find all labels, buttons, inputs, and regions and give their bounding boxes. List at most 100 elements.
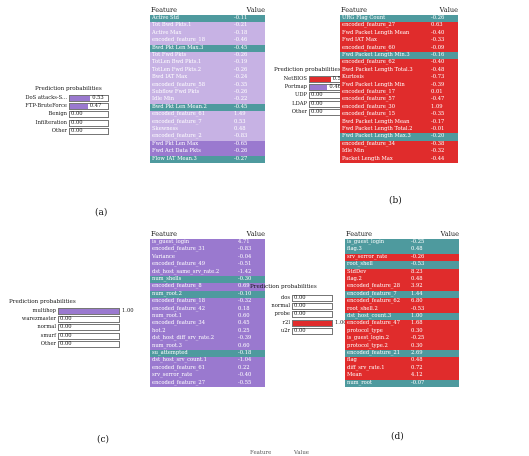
- table-row: Fwd Packet Length Max.3 -0.20: [340, 133, 458, 141]
- table-row: encoded_feature_21 2.69: [345, 350, 459, 358]
- table-row: dst_host_diff_srv_rate.2 -0.39: [150, 335, 265, 343]
- feature-value: 2.69: [411, 350, 423, 356]
- value-header: Value: [440, 230, 459, 238]
- table-row: encoded_feature_2 -0.83: [150, 133, 265, 141]
- feature-value: -0.27: [234, 155, 248, 162]
- feature-value: -0.26: [234, 52, 248, 58]
- feature-name: Bwd Packet Length Mean: [342, 118, 410, 125]
- table-row: URG Flag Count -0.26: [340, 15, 458, 23]
- probability-bar: [69, 95, 109, 102]
- probability-value: 0.00: [60, 316, 72, 323]
- feature-name: Bwd Packet Length Total.3: [342, 66, 413, 73]
- feature-value: 4.71: [238, 239, 250, 245]
- table-header: Feature Value: [150, 6, 265, 15]
- feature-value: -0.07: [411, 379, 425, 386]
- feature-value: 0.30: [411, 327, 423, 334]
- table-row: encoded_feature_61 1.49: [150, 111, 265, 119]
- feature-value: -0.24: [234, 74, 248, 81]
- table-row: num_root -0.07: [345, 379, 459, 387]
- probability-row: multihop 1.00: [0, 308, 136, 315]
- feature-name: dst_host_diff_srv_rate.2: [152, 335, 215, 342]
- table-row: is_guest_login -0.25: [345, 239, 459, 247]
- feature-value: -0.26: [234, 66, 248, 73]
- feature-name: is_guest_login: [347, 239, 385, 245]
- probability-fill: [70, 104, 88, 110]
- table-row: encoded_feature_34 0.45: [150, 320, 265, 328]
- bottom-table-header: Feature Value: [250, 450, 330, 456]
- panel-caption: (d): [391, 432, 404, 442]
- feature-name: Packet Length Max: [342, 155, 393, 162]
- class-label: r2l: [282, 319, 290, 326]
- feature-name: encoded_feature_34: [342, 140, 395, 147]
- table-row: Bwd Packet Length Mean -0.17: [340, 118, 458, 126]
- feature-value: 0.01: [431, 89, 443, 95]
- feature-value: -0.83: [234, 133, 248, 140]
- feature-name: Active Std: [152, 15, 180, 21]
- feature-value: -0.39: [238, 335, 252, 342]
- table-row: encoded_feature_62 -0.40: [340, 59, 458, 67]
- feature-name: encoded_feature_47: [347, 320, 400, 327]
- feature-header: Feature: [151, 230, 177, 238]
- class-label: Portmap: [284, 84, 307, 91]
- panel-caption: (a): [95, 208, 108, 218]
- feature-name: num_root: [347, 379, 373, 386]
- feature-value: -0.26: [411, 253, 425, 260]
- feature-value: -0.44: [431, 155, 445, 162]
- feature-name: encoded_feature_7: [152, 118, 202, 125]
- feature-value: -1.42: [238, 268, 252, 275]
- table-row: encoded_feature_61 0.22: [150, 364, 265, 373]
- probability-fill: [59, 309, 119, 314]
- probability-value: 0.00: [71, 127, 83, 134]
- feature-name: protocol_type.2: [347, 342, 388, 349]
- feature-value: -0.10: [238, 290, 252, 297]
- table-row: encoded_feature_8 0.69: [150, 283, 265, 291]
- prediction-probabilities-title: Prediction probabilities: [274, 67, 341, 73]
- feature-value: -0.26: [431, 15, 445, 21]
- probability-row: smurf 0.00: [0, 332, 136, 340]
- feature-value: -0.53: [411, 261, 425, 268]
- feature-value: -0.25: [411, 335, 425, 342]
- feature-value: -0.45: [234, 44, 248, 51]
- table-row: encoded_feature_58 -0.35: [150, 81, 265, 89]
- feature-value: -0.30: [238, 276, 252, 282]
- feature-name: encoded_feature_8: [152, 283, 202, 290]
- table-row: Fwd Packet Length Min.3 -0.16: [340, 52, 458, 60]
- class-label: Infilteration: [35, 119, 67, 126]
- feature-value: 0.30: [411, 342, 423, 349]
- probability-value: 0.00: [71, 111, 83, 118]
- table-row: Fwd Pkt Len Max -0.65: [150, 140, 265, 149]
- table-row: is_guest_login.2 -0.25: [345, 335, 459, 343]
- probability-row: dos 0.00: [265, 295, 349, 302]
- bottom-feature-header: Feature: [250, 450, 272, 456]
- feature-name: dst_host_count.3: [347, 313, 392, 319]
- feature-value: -0.32: [431, 148, 445, 155]
- feature-value: -0.04: [238, 253, 252, 260]
- table-row: Idle Min -0.22: [150, 96, 265, 104]
- panel-caption: (c): [97, 435, 110, 445]
- feature-value: 0.48: [411, 246, 423, 253]
- probability-row: normal 0.00: [0, 324, 136, 332]
- bottom-value-header: Value: [294, 450, 309, 456]
- table-row: TotLen Bwd Pkts.1 -0.19: [150, 59, 265, 67]
- feature-value: 1.44: [411, 290, 423, 297]
- feature-name: Tot Bwd Pkts.1: [152, 22, 192, 29]
- feature-name: Flow IAT Mean.3: [152, 155, 197, 162]
- feature-value: 0.48: [234, 126, 246, 132]
- feature-name: encoded_feature_2: [152, 133, 202, 140]
- probability-fill: [310, 85, 328, 91]
- table-row: is_guest_login 4.71: [150, 239, 265, 247]
- probability-value: 0.46: [329, 84, 341, 91]
- table-row: num_root.2 -0.10: [150, 290, 265, 299]
- probability-row: normal 0.00: [265, 303, 349, 311]
- feature-name: num_root.1: [152, 313, 182, 319]
- feature-name: num_shells: [152, 276, 182, 282]
- table-row: encoded_feature_27 0.63: [340, 22, 458, 30]
- feature-name: su_attempted: [152, 350, 188, 356]
- feature-name: encoded_feature_18: [152, 298, 205, 305]
- table-row: encoded_feature_18 -0.32: [150, 298, 265, 306]
- table-row: Tot Fwd Pkts -0.26: [150, 52, 265, 60]
- feature-name: flag.3: [347, 246, 362, 253]
- feature-name: Fwd Packet Length Max.3: [342, 133, 411, 140]
- class-label: probe: [274, 311, 290, 318]
- table-row: hot.2 0.25: [150, 327, 265, 336]
